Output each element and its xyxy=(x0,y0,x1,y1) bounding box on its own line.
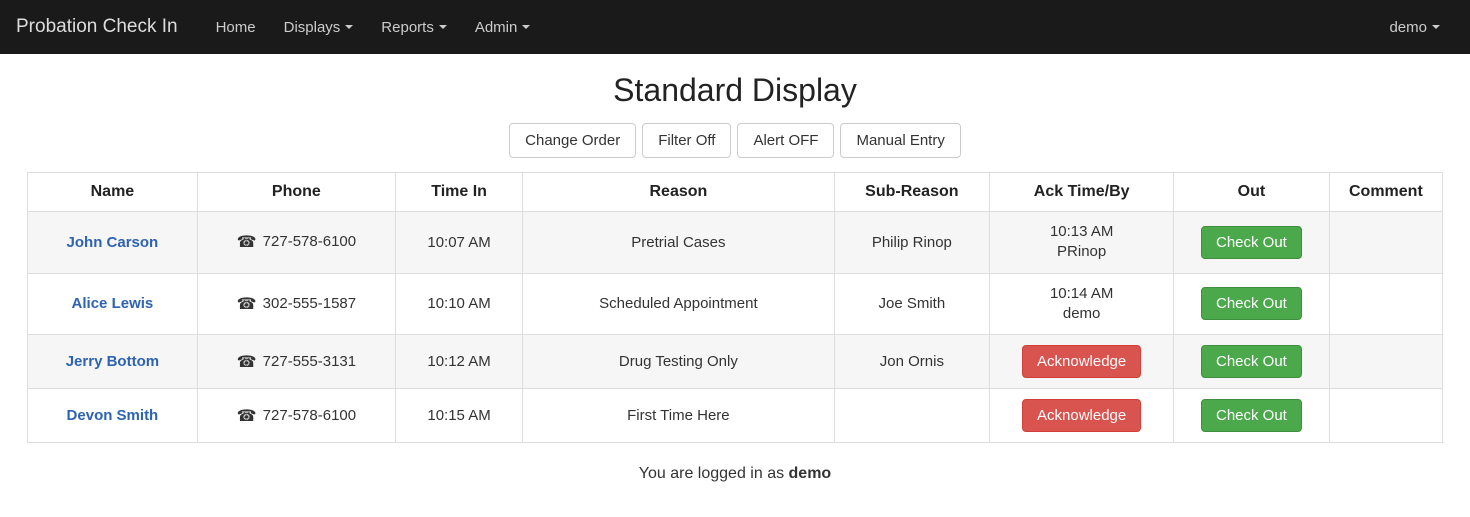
table-row: John Carson☎ 727-578-610010:07 AMPretria… xyxy=(28,212,1443,274)
phone-number: 727-578-6100 xyxy=(259,406,357,423)
phone-number: 302-555-1587 xyxy=(259,295,357,312)
table-body: John Carson☎ 727-578-610010:07 AMPretria… xyxy=(28,212,1443,443)
cell-sub-reason xyxy=(834,389,990,443)
acknowledge-button[interactable]: Acknowledge xyxy=(1022,399,1141,432)
ack-text: 10:14 AM demo xyxy=(998,284,1165,325)
cell-time-in: 10:07 AM xyxy=(395,212,522,274)
user-menu[interactable]: demo xyxy=(1375,9,1454,46)
phone-number: 727-578-6100 xyxy=(259,233,357,250)
nav-link-label: Home xyxy=(216,19,256,36)
nav-link-displays[interactable]: Displays xyxy=(270,9,368,46)
col-header-name: Name xyxy=(28,173,198,212)
filter-off-button[interactable]: Filter Off xyxy=(642,123,731,158)
table-row: Alice Lewis☎ 302-555-158710:10 AMSchedul… xyxy=(28,273,1443,335)
cell-ack: Acknowledge xyxy=(990,335,1174,389)
login-status: You are logged in as demo xyxy=(27,443,1443,505)
cell-phone: ☎ 727-578-6100 xyxy=(197,212,395,274)
col-header-comment: Comment xyxy=(1329,173,1442,212)
cell-comment xyxy=(1329,273,1442,335)
cell-phone: ☎ 727-555-3131 xyxy=(197,335,395,389)
table-row: Jerry Bottom☎ 727-555-313110:12 AMDrug T… xyxy=(28,335,1443,389)
check-out-button[interactable]: Check Out xyxy=(1201,399,1302,432)
nav-link-admin[interactable]: Admin xyxy=(461,9,545,46)
col-header-time-in: Time In xyxy=(395,173,522,212)
acknowledge-button[interactable]: Acknowledge xyxy=(1022,345,1141,378)
cell-phone: ☎ 302-555-1587 xyxy=(197,273,395,335)
cell-reason: Scheduled Appointment xyxy=(523,273,834,335)
login-status-user: demo xyxy=(789,465,832,482)
cell-out: Check Out xyxy=(1174,212,1330,274)
check-out-button[interactable]: Check Out xyxy=(1201,345,1302,378)
nav-link-label: Admin xyxy=(475,19,518,36)
chevron-down-icon xyxy=(345,25,353,29)
navbar-right: demo xyxy=(1375,9,1454,46)
toolbar: Change OrderFilter OffAlert OFFManual En… xyxy=(27,123,1443,158)
main-container: Standard Display Change OrderFilter OffA… xyxy=(13,72,1457,505)
ack-text: 10:13 AM PRinop xyxy=(998,222,1165,263)
cell-ack: 10:14 AM demo xyxy=(990,273,1174,335)
cell-ack: Acknowledge xyxy=(990,389,1174,443)
checkin-table: NamePhoneTime InReasonSub-ReasonAck Time… xyxy=(27,172,1443,443)
table-row: Devon Smith☎ 727-578-610010:15 AMFirst T… xyxy=(28,389,1443,443)
chevron-down-icon xyxy=(522,25,530,29)
alert-off-button[interactable]: Alert OFF xyxy=(737,123,834,158)
cell-ack: 10:13 AM PRinop xyxy=(990,212,1174,274)
cell-time-in: 10:10 AM xyxy=(395,273,522,335)
cell-out: Check Out xyxy=(1174,335,1330,389)
phone-number: 727-555-3131 xyxy=(259,352,357,369)
chevron-down-icon xyxy=(1432,25,1440,29)
nav-link-reports[interactable]: Reports xyxy=(367,9,461,46)
login-status-prefix: You are logged in as xyxy=(639,465,789,482)
chevron-down-icon xyxy=(439,25,447,29)
cell-reason: Drug Testing Only xyxy=(523,335,834,389)
check-out-button[interactable]: Check Out xyxy=(1201,226,1302,259)
cell-name: Jerry Bottom xyxy=(28,335,198,389)
col-header-ack-time-by: Ack Time/By xyxy=(990,173,1174,212)
cell-sub-reason: Philip Rinop xyxy=(834,212,990,274)
cell-name: Alice Lewis xyxy=(28,273,198,335)
page-title: Standard Display xyxy=(27,72,1443,109)
cell-out: Check Out xyxy=(1174,273,1330,335)
cell-phone: ☎ 727-578-6100 xyxy=(197,389,395,443)
change-order-button[interactable]: Change Order xyxy=(509,123,636,158)
cell-sub-reason: Jon Ornis xyxy=(834,335,990,389)
name-link[interactable]: Jerry Bottom xyxy=(66,353,159,370)
navbar-left: Probation Check In Home Displays Reports Ad… xyxy=(16,9,544,46)
col-header-phone: Phone xyxy=(197,173,395,212)
col-header-reason: Reason xyxy=(523,173,834,212)
cell-name: Devon Smith xyxy=(28,389,198,443)
col-header-sub-reason: Sub-Reason xyxy=(834,173,990,212)
nav-link-home[interactable]: Home xyxy=(202,9,270,46)
cell-sub-reason: Joe Smith xyxy=(834,273,990,335)
name-link[interactable]: John Carson xyxy=(67,234,159,251)
table-header-row: NamePhoneTime InReasonSub-ReasonAck Time… xyxy=(28,173,1443,212)
phone-icon: ☎ xyxy=(237,408,257,425)
check-out-button[interactable]: Check Out xyxy=(1201,287,1302,320)
cell-out: Check Out xyxy=(1174,389,1330,443)
navbar: Probation Check In Home Displays Reports Ad… xyxy=(0,0,1470,54)
phone-icon: ☎ xyxy=(237,354,257,371)
cell-comment xyxy=(1329,389,1442,443)
cell-reason: Pretrial Cases xyxy=(523,212,834,274)
cell-name: John Carson xyxy=(28,212,198,274)
nav-link-label: Displays xyxy=(284,19,341,36)
name-link[interactable]: Devon Smith xyxy=(67,407,159,424)
col-header-out: Out xyxy=(1174,173,1330,212)
name-link[interactable]: Alice Lewis xyxy=(72,295,154,312)
cell-comment xyxy=(1329,212,1442,274)
cell-time-in: 10:15 AM xyxy=(395,389,522,443)
cell-reason: First Time Here xyxy=(523,389,834,443)
manual-entry-button[interactable]: Manual Entry xyxy=(840,123,960,158)
nav-link-label: Reports xyxy=(381,19,434,36)
phone-icon: ☎ xyxy=(237,234,257,251)
user-menu-label: demo xyxy=(1389,19,1427,36)
navbar-brand[interactable]: Probation Check In xyxy=(16,16,178,38)
cell-comment xyxy=(1329,335,1442,389)
cell-time-in: 10:12 AM xyxy=(395,335,522,389)
phone-icon: ☎ xyxy=(237,296,257,313)
